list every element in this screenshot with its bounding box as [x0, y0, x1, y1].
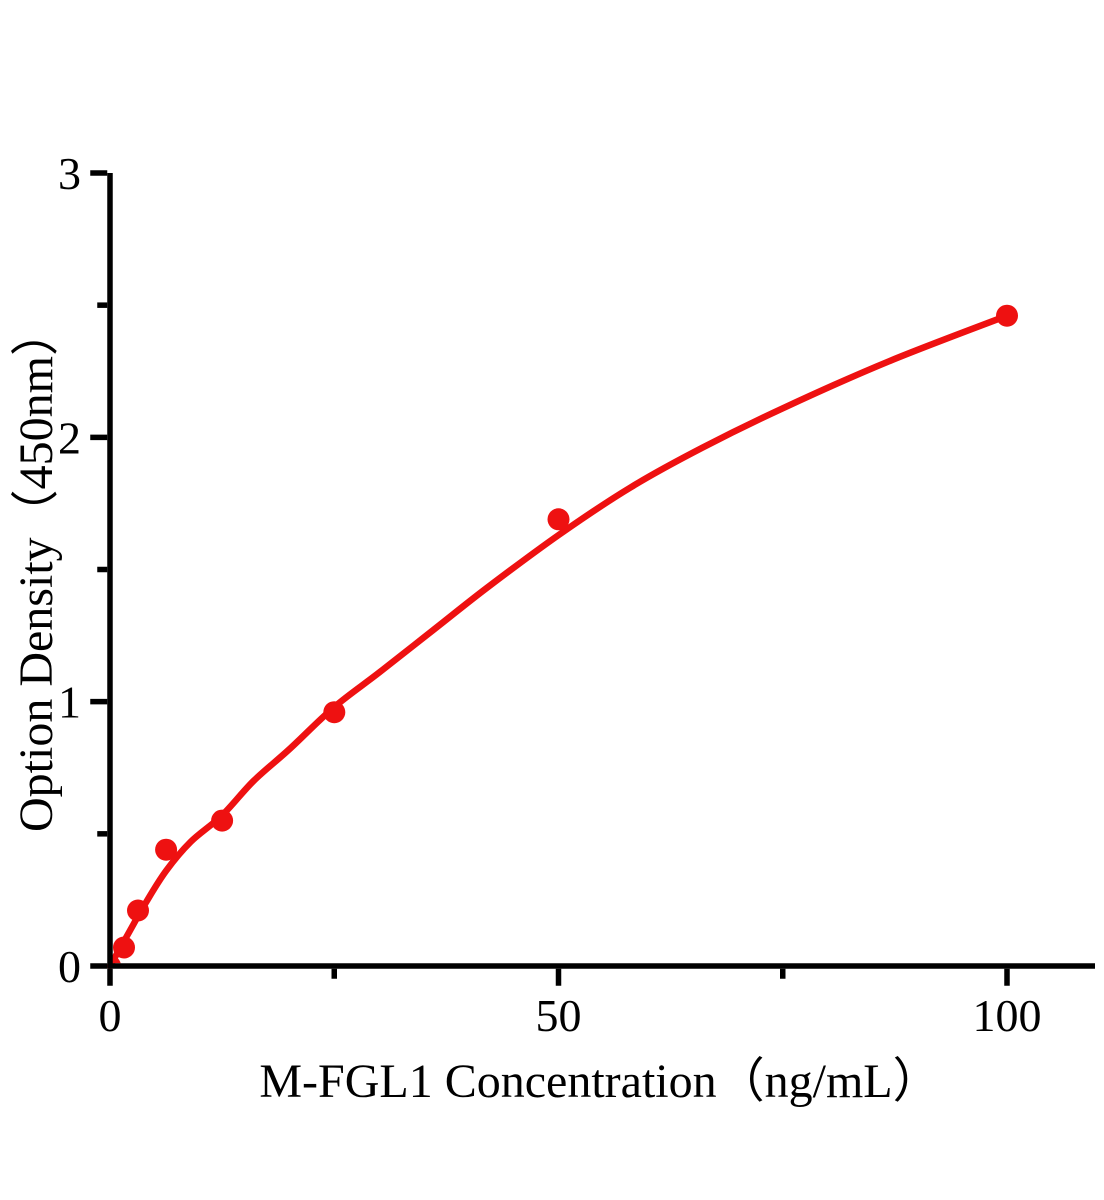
y-tick-label: 3: [58, 148, 81, 199]
data-points-group: [112, 304, 1018, 964]
x-tick-label: 100: [973, 990, 1042, 1041]
data-point: [211, 809, 234, 832]
axes-layer: 0 50 100 0 1 2 3: [58, 148, 1095, 1041]
axes-lines: [107, 173, 1095, 969]
fit-curve-line: [106, 312, 1011, 970]
y-axis-title: Option Density（450nm）: [10, 308, 63, 832]
data-point: [996, 304, 1018, 327]
y-tick-label: 1: [58, 677, 81, 728]
data-point: [547, 508, 570, 531]
y-tick-label: 2: [58, 412, 81, 463]
y-tick-label: 0: [58, 941, 81, 992]
series-layer: [106, 304, 1018, 970]
data-point: [113, 936, 135, 959]
x-axis-title: M-FGL1 Concentration（ng/mL）: [259, 1055, 940, 1108]
data-point: [323, 701, 346, 724]
data-point: [127, 899, 149, 922]
data-point: [155, 838, 178, 861]
data-point: [112, 955, 121, 964]
x-tick-label: 50: [536, 990, 582, 1041]
x-tick-label: 0: [99, 990, 122, 1041]
